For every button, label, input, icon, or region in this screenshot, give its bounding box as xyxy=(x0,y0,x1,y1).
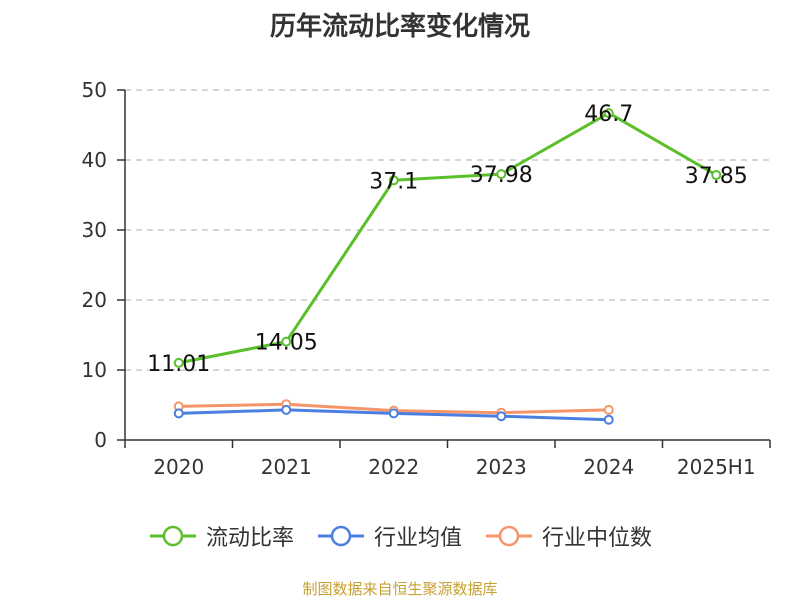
data-point xyxy=(603,414,614,425)
data-label: 11.01 xyxy=(147,352,210,377)
x-tick-label: 2023 xyxy=(476,455,527,479)
data-point xyxy=(603,404,614,415)
series-line xyxy=(178,111,718,365)
chart-title: 历年流动比率变化情况 xyxy=(269,12,530,42)
legend-label: 行业中位数 xyxy=(542,526,653,551)
data-point xyxy=(173,357,184,368)
x-tick-label: 2020 xyxy=(153,455,204,479)
source-note: 制图数据来自恒生聚源数据库 xyxy=(302,580,498,598)
axes: 0 10 20 30 40 50 2020 2021 2022 2023 2024 2025H1 xyxy=(82,78,771,479)
data-point xyxy=(711,170,722,181)
legend-label: 流动比率 xyxy=(205,526,294,551)
y-tick-label: 50 xyxy=(82,78,107,102)
legend-item[interactable]: 行业均值 xyxy=(316,520,462,552)
data-point xyxy=(496,411,507,422)
legend-label: 行业均值 xyxy=(373,526,462,551)
x-tick-label: 2024 xyxy=(583,455,634,479)
data-point xyxy=(281,336,292,347)
grid-lines xyxy=(125,89,770,371)
data-label: 14.05 xyxy=(255,331,318,356)
data-point xyxy=(281,404,292,415)
x-tick-label: 2022 xyxy=(368,455,419,479)
data-point xyxy=(496,169,507,180)
y-tick-label: 20 xyxy=(82,288,107,312)
data-point xyxy=(173,408,184,419)
legend-marker-icon xyxy=(486,525,532,547)
legend-item[interactable]: 行业中位数 xyxy=(484,520,652,552)
y-tick-label: 0 xyxy=(94,428,107,452)
data-label: 37.1 xyxy=(369,169,418,194)
data-label: 37.85 xyxy=(685,164,748,189)
x-tick-label: 2025H1 xyxy=(677,455,756,479)
data-point xyxy=(388,175,399,186)
data-labels: 11.01 14.05 37.1 37.98 46.7 37.85 xyxy=(147,102,747,377)
legend-marker-icon xyxy=(317,525,364,547)
data-label: 46.7 xyxy=(584,102,633,127)
legend: 流动比率 行业均值 行业中位数 xyxy=(0,520,800,552)
data-point xyxy=(603,108,614,119)
y-tick-label: 30 xyxy=(82,218,107,242)
series-lines xyxy=(173,108,722,425)
data-label: 37.98 xyxy=(470,163,533,188)
data-point xyxy=(388,408,399,419)
legend-marker-icon xyxy=(149,525,196,547)
legend-item[interactable]: 流动比率 xyxy=(148,520,294,552)
x-tick-label: 2021 xyxy=(261,455,312,479)
y-tick-label: 10 xyxy=(82,358,107,382)
y-tick-label: 40 xyxy=(82,148,107,172)
